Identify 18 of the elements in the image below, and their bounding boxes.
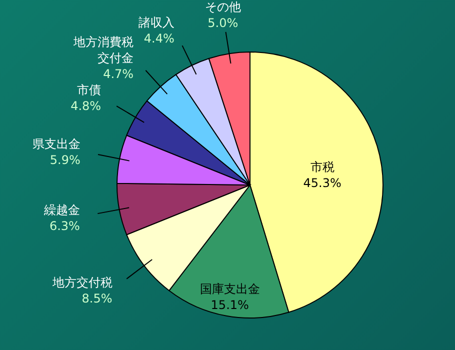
data-label: 15.1% — [210, 298, 249, 312]
data-label: 4.7% — [103, 67, 134, 82]
data-label: 4.4% — [144, 31, 174, 46]
slice-label: 地方交付税 — [51, 276, 112, 290]
slice-label: 地方消費税交付金 — [72, 35, 134, 66]
data-label: 4.8% — [70, 98, 102, 113]
slice-label: 市債 — [77, 82, 102, 97]
slice-label: 県支出金 — [32, 136, 80, 151]
legend-label: 繰越金 — [42, 202, 80, 217]
slice-label: 市税 — [310, 160, 334, 174]
slice-label: 国庫支出金 — [200, 282, 260, 296]
data-label: 6.3% — [49, 218, 80, 233]
data-label: 5.0% — [208, 16, 238, 30]
data-label: 8.5% — [82, 292, 112, 306]
data-label: 45.3% — [303, 176, 342, 190]
slice-label: 諸収入 — [138, 15, 174, 30]
slice-label: その他 — [204, 0, 241, 14]
data-label: 5.9% — [50, 152, 80, 167]
